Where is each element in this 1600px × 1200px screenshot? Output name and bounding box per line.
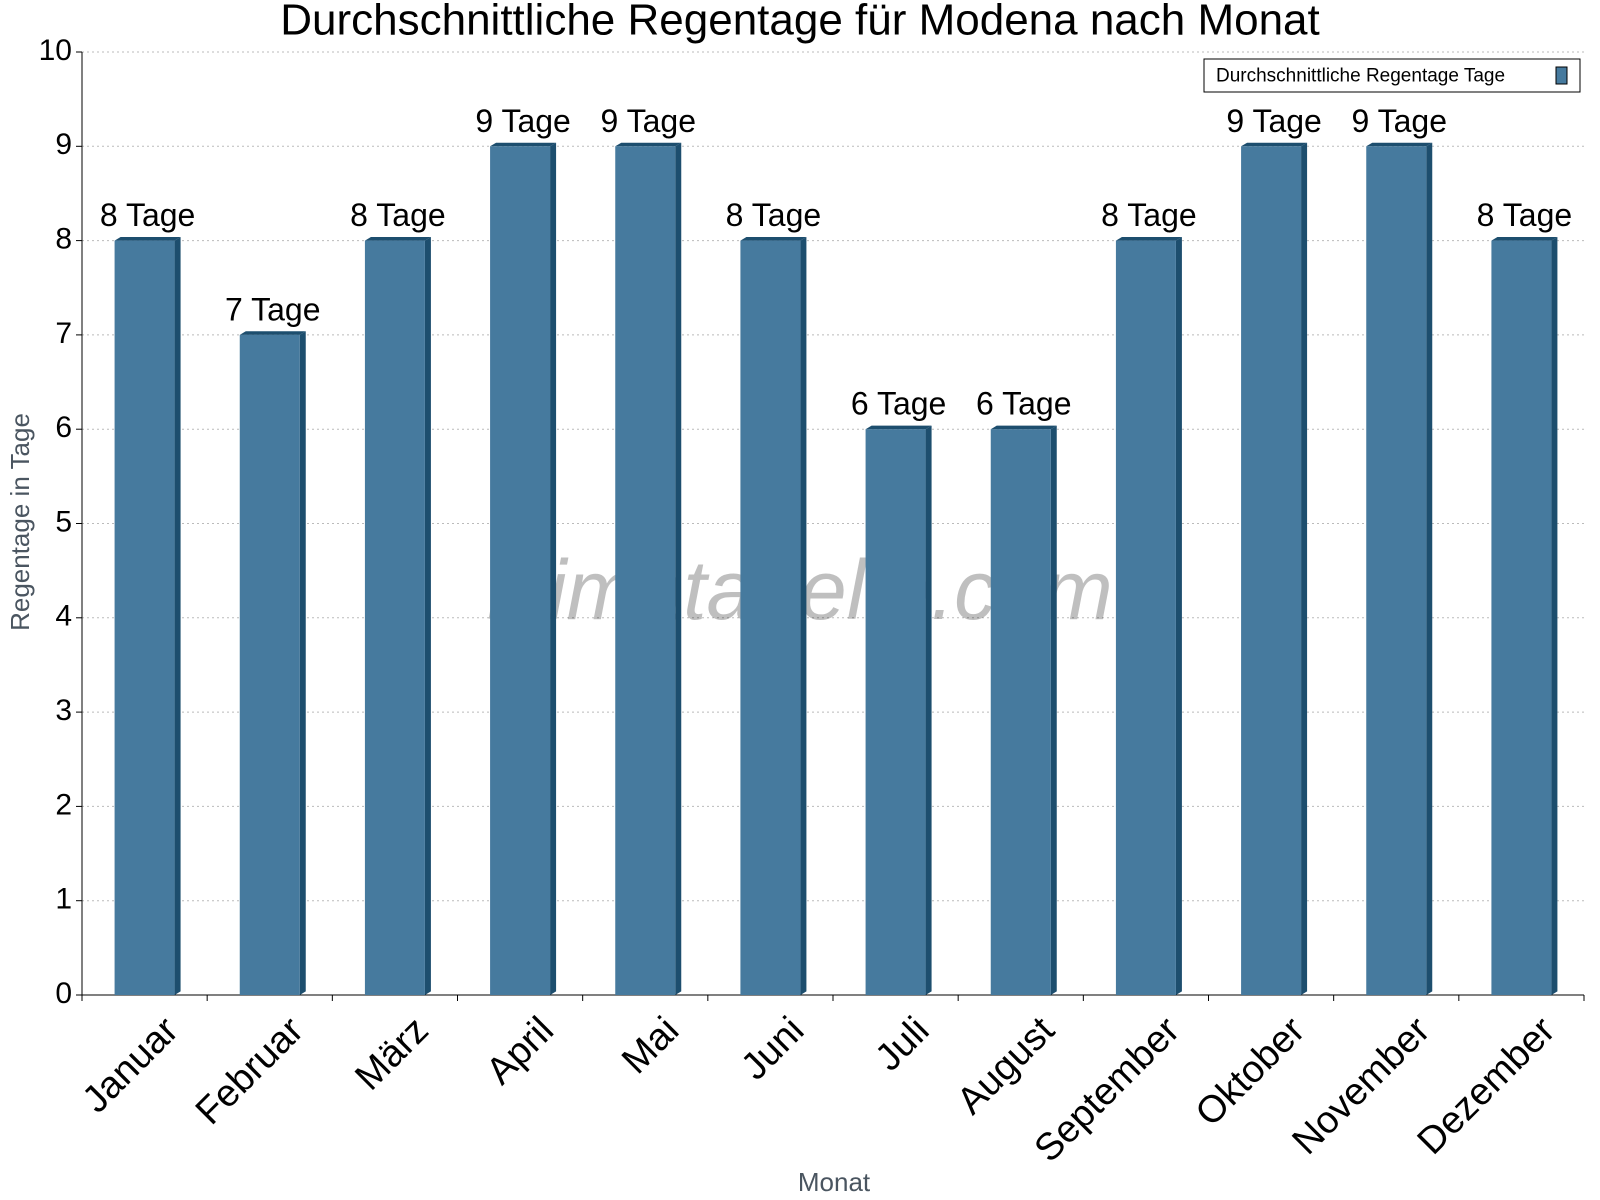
bar-side — [1050, 425, 1057, 996]
bar-top — [990, 425, 1057, 430]
bar-front — [1491, 240, 1552, 996]
y-axis-label: Regentage in Tage — [5, 413, 35, 631]
bar-front — [1115, 240, 1176, 996]
bar-front — [740, 240, 801, 996]
data-label: 8 Tage — [1477, 197, 1573, 233]
bar — [1115, 237, 1182, 996]
y-tick-label: 9 — [55, 128, 72, 161]
data-label: 9 Tage — [601, 103, 697, 139]
bar-side — [800, 237, 807, 995]
y-tick-label: 3 — [55, 694, 72, 727]
bar-side — [299, 331, 306, 995]
bar-front — [865, 429, 926, 995]
data-label: 8 Tage — [726, 197, 822, 233]
y-tick-label: 10 — [39, 34, 72, 67]
y-tick-label: 0 — [55, 977, 72, 1010]
bar-top — [1115, 237, 1182, 241]
data-label: 9 Tage — [1352, 103, 1448, 139]
bar-top — [114, 237, 181, 241]
bar-top — [1241, 142, 1308, 147]
bar-top — [239, 331, 306, 335]
bar — [1366, 142, 1433, 996]
data-label: 6 Tage — [851, 386, 947, 422]
bar-front — [615, 146, 676, 996]
bar — [990, 425, 1057, 996]
bar-side — [550, 142, 557, 995]
chart-title: Durchschnittliche Regentage für Modena n… — [280, 0, 1320, 45]
bar — [865, 425, 932, 996]
bar-top — [1366, 142, 1433, 147]
data-label: 8 Tage — [100, 197, 196, 233]
bar — [239, 331, 306, 995]
bar-front — [1366, 146, 1427, 996]
data-label: 9 Tage — [475, 103, 571, 139]
y-tick-label: 2 — [55, 788, 72, 821]
bar-side — [1175, 237, 1182, 995]
bar — [615, 142, 682, 996]
data-label: 8 Tage — [1101, 197, 1197, 233]
bar-front — [1241, 146, 1302, 996]
bar-top — [615, 142, 682, 147]
bar-front — [490, 146, 551, 996]
bar-top — [490, 142, 557, 147]
bar-side — [1551, 237, 1558, 995]
bar-top — [1491, 237, 1558, 241]
bar-front — [114, 240, 175, 996]
data-label: 9 Tage — [1226, 103, 1322, 139]
y-tick-label: 7 — [55, 317, 72, 350]
data-label: 8 Tage — [350, 197, 446, 233]
bar-side — [925, 425, 932, 996]
bar-side — [675, 142, 682, 995]
data-label: 7 Tage — [225, 291, 321, 327]
bar-side — [1426, 142, 1433, 995]
bar-top — [364, 237, 431, 241]
bar — [740, 237, 807, 996]
y-tick-label: 5 — [55, 505, 72, 538]
y-tick-label: 6 — [55, 411, 72, 444]
bar-side — [424, 237, 431, 995]
bar — [1491, 237, 1558, 996]
bar — [364, 237, 431, 996]
legend-label: Durchschnittliche Regentage Tage — [1216, 66, 1505, 87]
bar-front — [239, 334, 300, 995]
y-tick-label: 8 — [55, 223, 72, 256]
y-tick-label: 1 — [55, 883, 72, 916]
bar — [490, 142, 557, 996]
bar-top — [740, 237, 807, 241]
bar-side — [1301, 142, 1308, 995]
x-axis-label: Monat — [798, 1167, 871, 1197]
bar — [114, 237, 181, 996]
bar-top — [865, 425, 932, 430]
y-tick-label: 4 — [55, 600, 72, 633]
legend-box — [1203, 58, 1581, 93]
bar-front — [990, 429, 1051, 995]
data-label: 6 Tage — [976, 386, 1072, 422]
bar — [1241, 142, 1308, 996]
bar-side — [174, 237, 181, 995]
bar-front — [364, 240, 425, 996]
legend-swatch — [1555, 66, 1568, 85]
